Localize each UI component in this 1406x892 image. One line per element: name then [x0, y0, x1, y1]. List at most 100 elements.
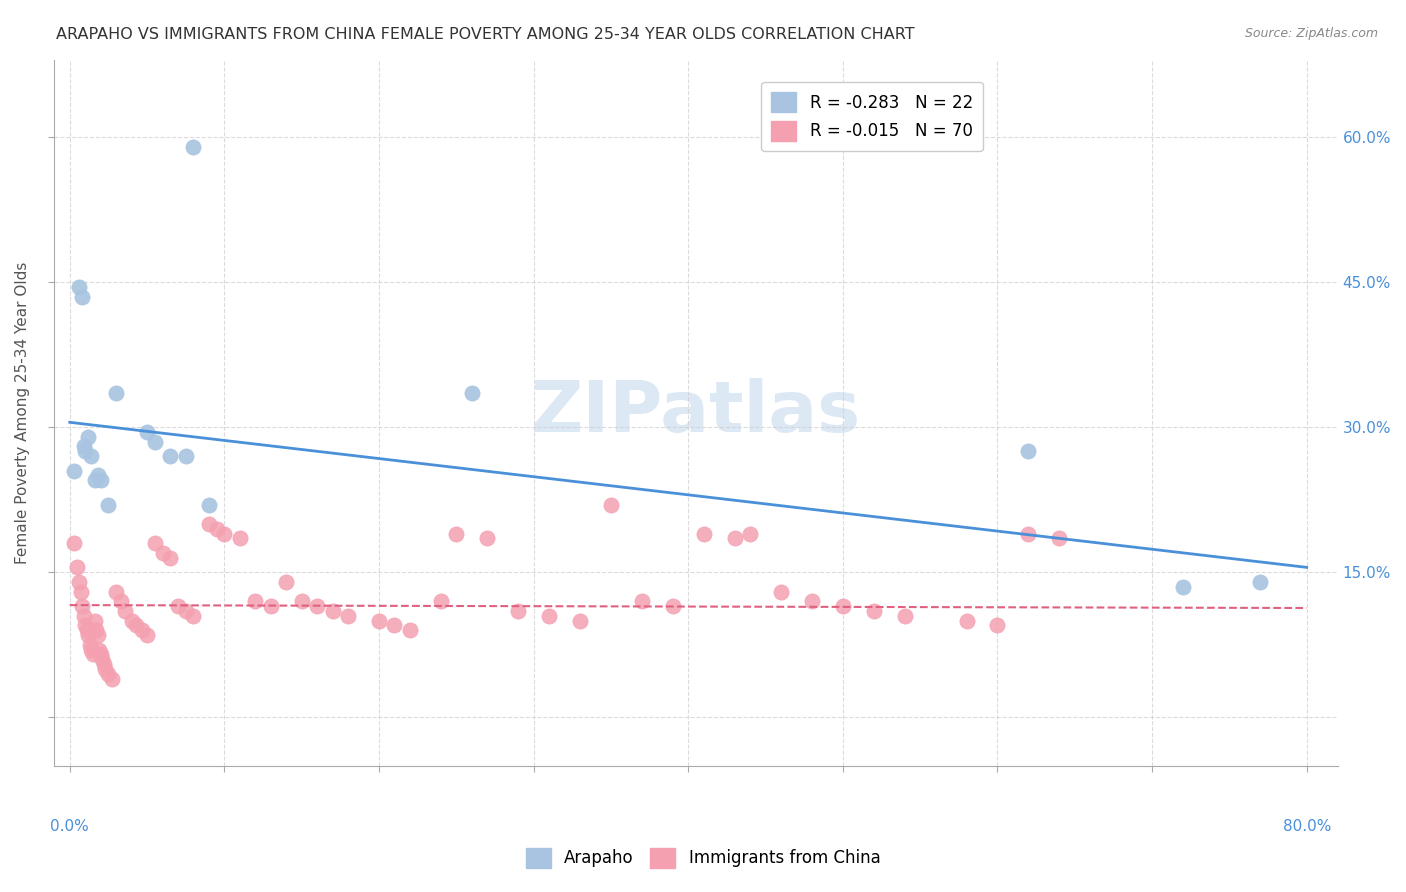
Point	[76, 624, 98, 638]
Point	[368, 614, 391, 628]
Point	[893, 608, 915, 623]
Point	[75, 618, 97, 632]
Point	[174, 449, 197, 463]
Point	[143, 536, 166, 550]
Point	[67, 574, 90, 589]
Y-axis label: Female Poverty Among 25-34 Year Olds: Female Poverty Among 25-34 Year Olds	[15, 261, 30, 564]
Point	[83, 614, 105, 628]
Text: Source: ZipAtlas.com: Source: ZipAtlas.com	[1244, 27, 1378, 40]
Point	[159, 449, 181, 463]
Point	[337, 608, 360, 623]
Point	[214, 526, 236, 541]
Point	[105, 386, 128, 401]
Point	[79, 638, 101, 652]
Point	[83, 473, 105, 487]
Point	[131, 624, 153, 638]
Text: ZIPatlas: ZIPatlas	[531, 378, 860, 447]
Point	[91, 652, 114, 666]
Point	[291, 594, 314, 608]
Point	[723, 532, 745, 546]
Text: ARAPAHO VS IMMIGRANTS FROM CHINA FEMALE POVERTY AMONG 25-34 YEAR OLDS CORRELATIO: ARAPAHO VS IMMIGRANTS FROM CHINA FEMALE …	[56, 27, 915, 42]
Point	[90, 648, 112, 662]
Point	[114, 604, 136, 618]
Point	[831, 599, 853, 613]
Point	[508, 604, 530, 618]
Point	[167, 599, 190, 613]
Point	[260, 599, 283, 613]
Point	[97, 498, 120, 512]
Point	[63, 536, 86, 550]
Point	[80, 642, 103, 657]
Point	[198, 516, 221, 531]
Point	[75, 444, 97, 458]
Point	[862, 604, 884, 618]
Point	[77, 628, 100, 642]
Point	[143, 434, 166, 449]
Point	[229, 532, 252, 546]
Point	[90, 473, 112, 487]
Point	[97, 666, 120, 681]
Point	[538, 608, 561, 623]
Point	[446, 526, 468, 541]
Point	[66, 560, 89, 574]
Point	[245, 594, 267, 608]
Point	[1017, 526, 1039, 541]
Point	[1249, 574, 1271, 589]
Point	[384, 618, 406, 632]
Point	[955, 614, 977, 628]
Point	[152, 546, 174, 560]
Point	[70, 599, 93, 613]
Point	[63, 464, 86, 478]
Point	[1017, 444, 1039, 458]
Point	[600, 498, 623, 512]
Point	[693, 526, 716, 541]
Point	[105, 584, 128, 599]
Point	[67, 280, 90, 294]
Point	[93, 657, 115, 672]
Point	[125, 618, 148, 632]
Point	[136, 628, 159, 642]
Point	[399, 624, 422, 638]
Legend: Arapaho, Immigrants from China: Arapaho, Immigrants from China	[519, 841, 887, 875]
Point	[89, 642, 111, 657]
Point	[1047, 532, 1070, 546]
Point	[198, 498, 221, 512]
Point	[461, 386, 484, 401]
Point	[82, 648, 104, 662]
Point	[276, 574, 298, 589]
Point	[70, 289, 93, 303]
Point	[205, 522, 228, 536]
Point	[110, 594, 132, 608]
Point	[136, 425, 159, 439]
Point	[121, 614, 143, 628]
Point	[86, 628, 108, 642]
Point	[77, 430, 100, 444]
Point	[183, 608, 205, 623]
Point	[986, 618, 1008, 632]
Point	[94, 662, 117, 676]
Point	[477, 532, 499, 546]
Point	[159, 550, 181, 565]
Point	[307, 599, 329, 613]
Point	[80, 449, 103, 463]
Point	[73, 440, 96, 454]
Legend: R = -0.283   N = 22, R = -0.015   N = 70: R = -0.283 N = 22, R = -0.015 N = 70	[761, 82, 983, 151]
Point	[1171, 580, 1194, 594]
Point	[769, 584, 792, 599]
Point	[84, 624, 107, 638]
Point	[800, 594, 823, 608]
Text: 80.0%: 80.0%	[1282, 819, 1331, 834]
Point	[738, 526, 761, 541]
Point	[73, 608, 96, 623]
Point	[662, 599, 685, 613]
Point	[100, 672, 122, 686]
Point	[86, 468, 108, 483]
Point	[569, 614, 592, 628]
Point	[631, 594, 654, 608]
Point	[174, 604, 197, 618]
Point	[322, 604, 344, 618]
Text: 0.0%: 0.0%	[51, 819, 89, 834]
Point	[183, 139, 205, 153]
Point	[69, 584, 91, 599]
Point	[430, 594, 453, 608]
